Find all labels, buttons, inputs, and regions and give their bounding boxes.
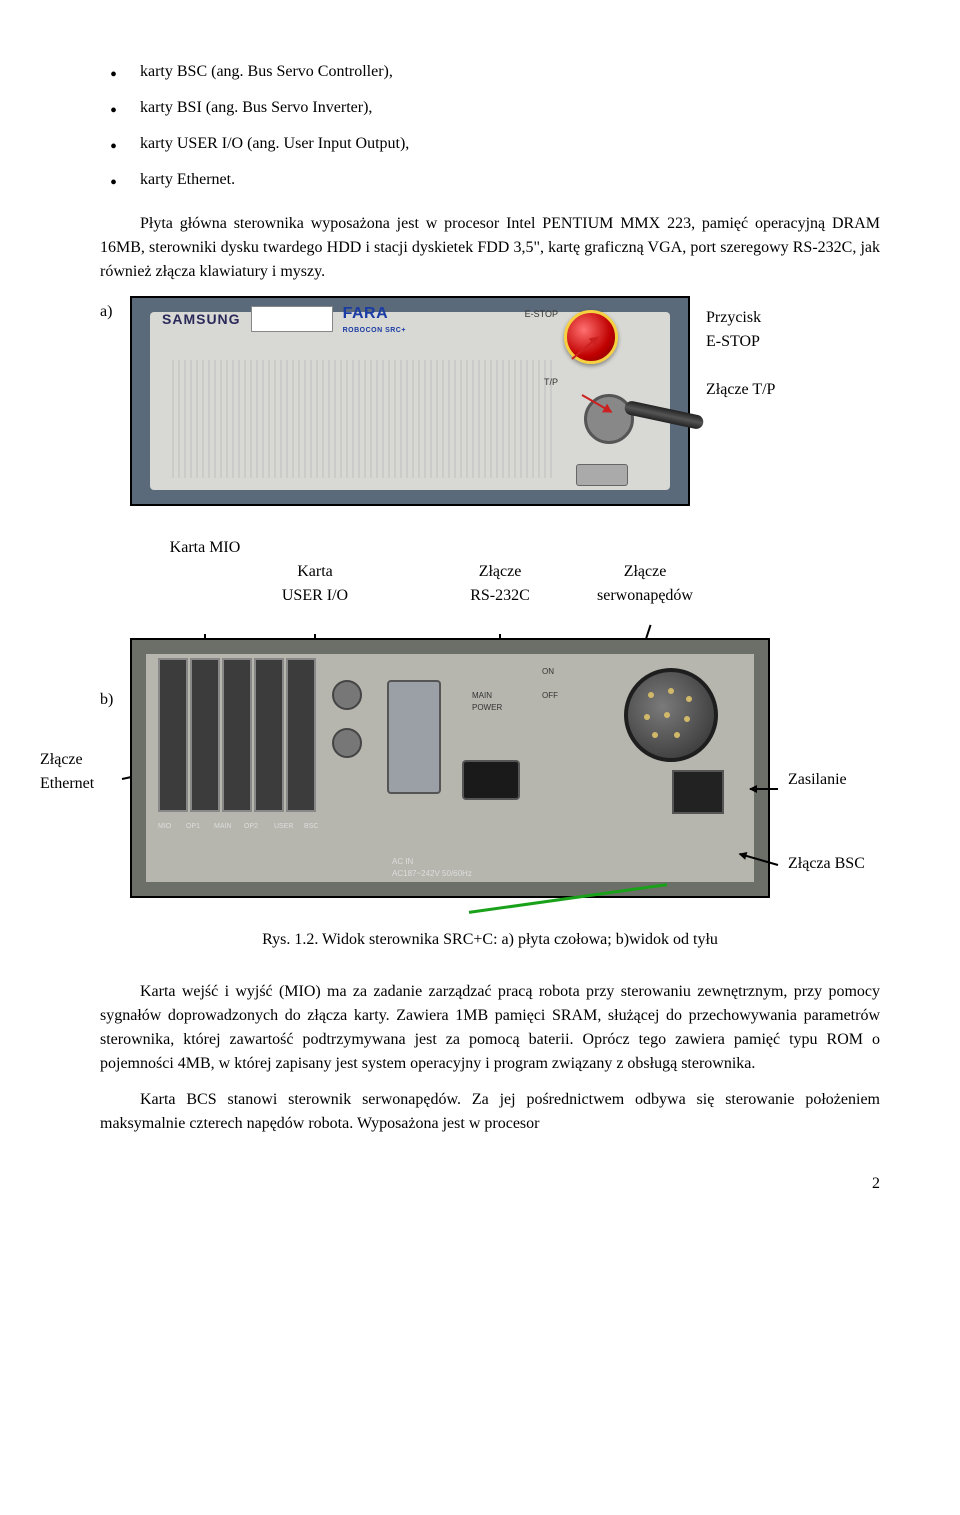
bullet-list: karty BSC (ang. Bus Servo Controller), k… <box>100 60 880 192</box>
round-connector <box>332 728 362 758</box>
iec-inlet <box>462 760 520 800</box>
figure-caption: Rys. 1.2. Widok sterownika SRC+C: a) pły… <box>100 928 880 952</box>
bullet-item: karty Ethernet. <box>100 168 880 192</box>
motor-power <box>672 770 724 814</box>
brand-fara: FARA ROBOCON SRC+ <box>343 302 406 337</box>
page-number: 2 <box>100 1172 880 1196</box>
port-label: MIO <box>158 822 171 833</box>
label-bsc: Złącza BSC <box>788 852 865 876</box>
label-tp: Złącze T/P <box>706 378 775 402</box>
paragraph-1: Płyta główna sterownika wyposażona jest … <box>100 212 880 284</box>
label-rs232c: Złącze RS-232C <box>470 563 530 604</box>
label-karta-mio: Karta MIO <box>170 539 241 556</box>
figure-a-wrap: a) SAMSUNG FARA ROBOCON SRC+ E-STOP T/P <box>100 296 880 506</box>
card-slot <box>222 658 252 812</box>
figure-b-wrap: b) Złącze Ethernet MIO OP1 MAIN OP2 USER… <box>100 638 880 898</box>
port-label: BSC <box>304 822 318 833</box>
port-label: MAIN <box>214 822 232 833</box>
paragraph-2: Karta wejść i wyjść (MIO) ma za zadanie … <box>100 980 880 1076</box>
on-off-labels: ON OFF <box>542 666 558 702</box>
ac-in-label: AC IN AC187~242V 50/60Hz <box>392 856 472 880</box>
com-connector <box>576 464 628 486</box>
main-power-label: MAIN POWER <box>472 690 502 714</box>
card-slot <box>158 658 188 812</box>
mid-label-row: Karta MIO Karta USER I/O Złącze RS-232C … <box>130 536 880 632</box>
bullet-item: karty BSI (ang. Bus Servo Inverter), <box>100 96 880 120</box>
line-zasilanie <box>750 788 778 790</box>
label-ethernet: Złącze Ethernet <box>40 748 120 796</box>
figure-b-right-labels: Zasilanie Złącza BSC <box>788 638 865 876</box>
label-estop: Przycisk E-STOP <box>706 306 775 354</box>
port-label: USER <box>274 822 293 833</box>
bullet-item: karty BSC (ang. Bus Servo Controller), <box>100 60 880 84</box>
rear-panel: MIO OP1 MAIN OP2 USER BSC MAIN POWER ON … <box>130 638 770 898</box>
brand-samsung: SAMSUNG <box>162 309 241 330</box>
db25-connector <box>387 680 441 794</box>
servo-connector <box>624 668 718 762</box>
estop-text: E-STOP <box>525 308 558 322</box>
tp-text: T/P <box>544 376 558 390</box>
label-karta-userio: Karta USER I/O <box>282 563 348 604</box>
round-connector <box>332 680 362 710</box>
ground-wire <box>469 883 667 914</box>
paragraph-3: Karta BCS stanowi sterownik serwonapędów… <box>100 1088 880 1136</box>
figure-b-label: b) <box>100 638 130 712</box>
card-slot <box>286 658 316 812</box>
label-zasilanie: Zasilanie <box>788 768 865 792</box>
figure-a-label: a) <box>100 296 130 324</box>
port-label: OP1 <box>186 822 200 833</box>
card-slot <box>254 658 284 812</box>
device-label-plate <box>251 306 333 332</box>
bullet-item: karty USER I/O (ang. User Input Output), <box>100 132 880 156</box>
card-slot <box>190 658 220 812</box>
label-serwo: Złącze serwonapędów <box>597 563 693 604</box>
port-label: OP2 <box>244 822 258 833</box>
figure-a-side-labels: Przycisk E-STOP Złącze T/P <box>706 296 775 426</box>
front-panel: SAMSUNG FARA ROBOCON SRC+ E-STOP T/P <box>130 296 690 506</box>
